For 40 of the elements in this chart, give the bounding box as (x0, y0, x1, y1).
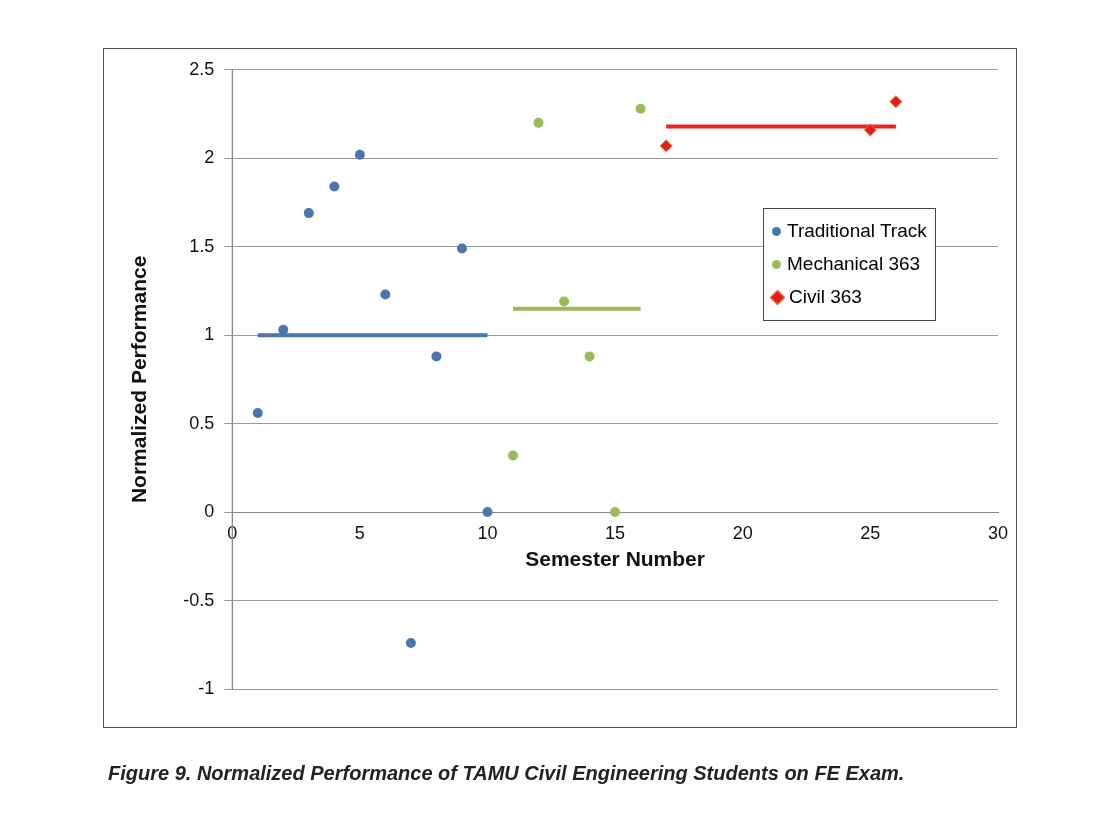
point (863, 123, 877, 137)
point (659, 139, 673, 153)
point (431, 351, 442, 362)
point (610, 507, 621, 518)
legend-label: Traditional Track (787, 220, 927, 243)
y-axis-title: Normalized Performance (127, 255, 151, 504)
point (405, 638, 416, 648)
y-tick-label: -1 (198, 677, 215, 698)
y-tick-label: -0.5 (183, 589, 215, 610)
x-tick-label: 15 (605, 522, 626, 543)
point (456, 243, 467, 254)
point (482, 507, 493, 518)
legend-label: Civil 363 (789, 286, 862, 309)
point (380, 289, 391, 300)
point (252, 408, 263, 419)
y-tick-label: 0.5 (189, 412, 215, 433)
x-axis-title: Semester Number (525, 547, 705, 571)
point (584, 351, 595, 362)
x-tick-label: 10 (477, 522, 498, 543)
y-tick-label: 2.5 (189, 58, 215, 79)
point (635, 103, 646, 114)
x-tick-label: 20 (732, 522, 753, 543)
y-tick-label: 0 (204, 501, 215, 522)
point (278, 324, 289, 335)
caption: Figure 9. Normalized Performance of TAMU Civil Engineering Students on FE Exam. (108, 762, 905, 785)
point (889, 95, 903, 109)
legend-label: Mechanical 363 (787, 253, 921, 276)
point (329, 181, 340, 192)
y-tick-label: 1.5 (189, 235, 215, 256)
point (303, 208, 314, 219)
point (559, 296, 570, 307)
x-tick-label: 0 (227, 522, 238, 543)
point (508, 450, 518, 461)
x-tick-label: 5 (354, 522, 365, 543)
point (533, 117, 544, 128)
y-tick-label: 1 (204, 324, 215, 345)
point (354, 149, 365, 160)
x-tick-label: 25 (860, 522, 881, 543)
y-tick-label: 2 (204, 147, 215, 168)
x-tick-label: 30 (987, 522, 1009, 543)
